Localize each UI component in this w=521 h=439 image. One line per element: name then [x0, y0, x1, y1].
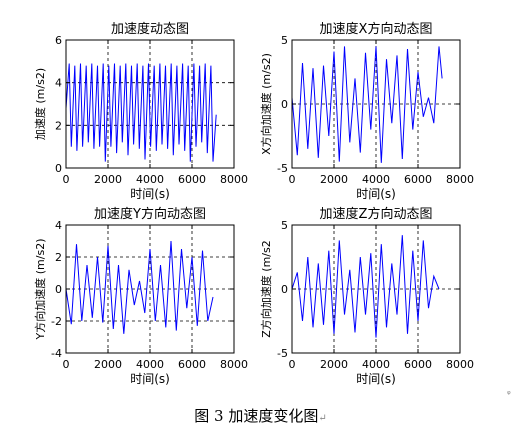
chart-3-ytick-label: 4: [55, 219, 62, 232]
chart-4-xtick-label: 2000: [320, 358, 348, 371]
chart-1-ytick-label: 0: [55, 162, 62, 175]
chart-1-xtick-label: 4000: [136, 173, 164, 186]
chart-1-xtick-label: 2000: [94, 173, 122, 186]
chart-2-xtick-label: 6000: [404, 173, 432, 186]
chart-2-ylabel: X方向加速度 (m/s2): [259, 53, 273, 155]
chart-2-ytick-label: -5: [277, 162, 288, 175]
chart-4-ytick-label: 5: [281, 219, 288, 232]
chart-3-ylabel: Y方向加速度 (m/s2): [33, 239, 47, 341]
chart-4-series-line: [291, 235, 440, 338]
chart-2-ytick-label: 0: [281, 98, 288, 111]
chart-3-ytick-label: 0: [55, 283, 62, 296]
chart-2-ytick-label: 5: [281, 34, 288, 47]
chart-1-xtick-label: 8000: [220, 173, 248, 186]
chart-1-series-line: [65, 63, 217, 162]
chart-1-title: 加速度动态图: [111, 21, 189, 37]
chart-4-title: 加速度Z方向动态图: [320, 206, 433, 222]
chart-4-xtick-label: 8000: [446, 358, 474, 371]
chart-1-ytick-label: 2: [55, 119, 62, 132]
chart-1-xtick-label: 6000: [178, 173, 206, 186]
chart-2-xtick-label: 8000: [446, 173, 474, 186]
chart-4-ytick-label: -5: [277, 347, 288, 360]
chart-3-xtick-label: 2000: [94, 358, 122, 371]
chart-3-series-line: [65, 240, 214, 334]
chart-4-ylabel: Z方向加速度 (m/s2: [259, 240, 273, 337]
caption-mark: ↵: [318, 413, 327, 424]
chart-4-xtick-label: 0: [289, 358, 296, 371]
chart-4-ytick-label: 0: [281, 283, 288, 296]
chart-3-ytick-label: -2: [51, 315, 62, 328]
chart-2-xtick-label: 0: [289, 173, 296, 186]
chart-1-xtick-label: 0: [63, 173, 70, 186]
chart-1-ylabel: 加速度 (m/s2): [33, 68, 47, 140]
chart-2-xtick-label: 4000: [362, 173, 390, 186]
chart-4-xtick-label: 6000: [404, 358, 432, 371]
chart-3-xlabel: 时间(s): [130, 372, 170, 386]
chart-1-ytick-label: 4: [55, 77, 62, 90]
chart-3-ytick-label: 2: [55, 251, 62, 264]
side-mark: ᵩ: [507, 387, 511, 397]
chart-4-xlabel: 时间(s): [356, 372, 396, 386]
chart-1-ytick-label: 6: [55, 34, 62, 47]
chart-3-title: 加速度Y方向动态图: [94, 206, 206, 222]
chart-2-title: 加速度X方向动态图: [320, 21, 433, 37]
chart-4-xtick-label: 4000: [362, 358, 390, 371]
chart-3-xtick-label: 6000: [178, 358, 206, 371]
chart-3-xtick-label: 8000: [220, 358, 248, 371]
figure-caption: 图 3 加速度变化图↵: [0, 405, 521, 426]
chart-1-xlabel: 时间(s): [130, 187, 170, 201]
chart-3-ytick-label: -4: [51, 347, 62, 360]
chart-2-series-line: [291, 46, 443, 163]
caption-text: 图 3 加速度变化图: [194, 407, 319, 425]
chart-2-xtick-label: 2000: [320, 173, 348, 186]
chart-3-xtick-label: 0: [63, 358, 70, 371]
chart-2-xlabel: 时间(s): [356, 187, 396, 201]
chart-3-xtick-label: 4000: [136, 358, 164, 371]
